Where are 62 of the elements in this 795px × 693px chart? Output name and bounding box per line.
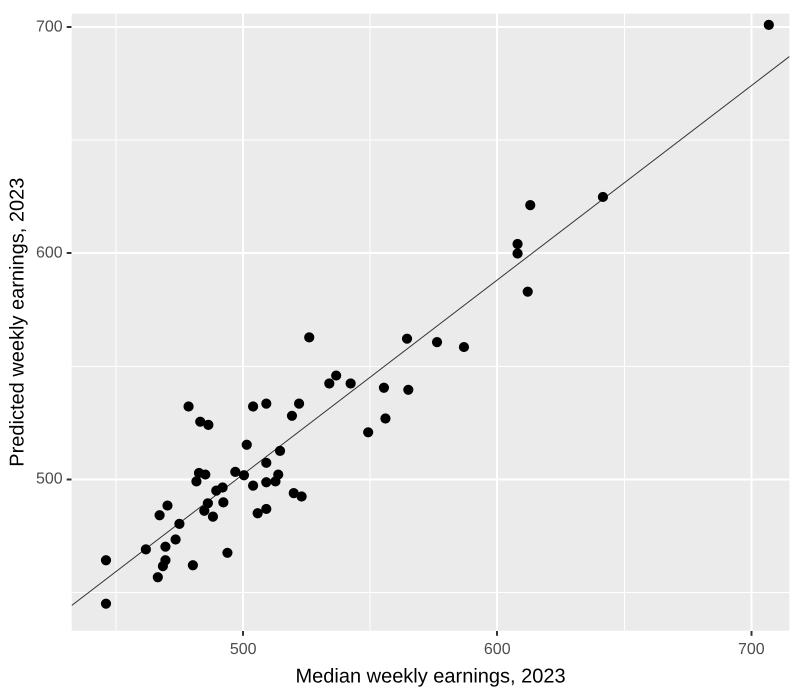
x-tick-label: 500 xyxy=(230,640,257,658)
point xyxy=(183,401,194,412)
point xyxy=(294,398,304,409)
point xyxy=(238,470,250,480)
point xyxy=(154,510,165,520)
point xyxy=(432,336,442,348)
point xyxy=(764,20,774,30)
point xyxy=(195,416,206,427)
point xyxy=(288,488,299,498)
point xyxy=(158,561,168,572)
point xyxy=(208,512,218,522)
x-axis-title: Median weekly earnings, 2023 xyxy=(295,666,566,688)
point xyxy=(242,440,252,450)
point xyxy=(211,486,222,496)
point xyxy=(222,548,233,558)
y-tick-label: 500 xyxy=(36,470,63,488)
x-tick-label: 600 xyxy=(484,640,511,658)
point xyxy=(261,458,272,468)
point xyxy=(512,238,523,250)
point xyxy=(598,192,608,202)
point xyxy=(100,555,112,566)
point xyxy=(380,413,391,424)
point xyxy=(248,401,258,412)
point xyxy=(525,200,536,210)
point xyxy=(191,476,202,486)
point xyxy=(261,398,272,409)
point xyxy=(378,382,390,393)
point xyxy=(170,534,181,545)
point xyxy=(286,410,298,421)
point xyxy=(346,378,356,389)
point xyxy=(403,384,414,395)
point xyxy=(218,497,228,508)
point xyxy=(261,477,272,488)
point xyxy=(261,504,272,514)
point xyxy=(160,542,171,552)
point xyxy=(522,286,533,297)
point xyxy=(324,378,334,389)
point xyxy=(199,506,210,516)
point xyxy=(270,476,281,486)
point xyxy=(331,370,342,381)
point xyxy=(296,491,307,502)
point xyxy=(188,560,198,570)
point xyxy=(200,469,210,480)
y-tick-label: 700 xyxy=(36,18,63,36)
point xyxy=(100,598,112,609)
point xyxy=(252,508,263,518)
point xyxy=(230,466,240,477)
point xyxy=(402,334,412,344)
point xyxy=(248,480,258,491)
y-axis-title: Predicted weekly earnings, 2023 xyxy=(6,178,29,467)
y-tick-label: 600 xyxy=(36,244,63,262)
point xyxy=(140,544,151,555)
point xyxy=(162,500,173,511)
x-tick-label: 700 xyxy=(738,640,765,658)
point xyxy=(512,248,523,259)
point xyxy=(304,332,314,342)
point xyxy=(458,342,470,352)
point xyxy=(203,420,214,430)
point xyxy=(363,427,374,438)
point xyxy=(152,572,163,582)
point xyxy=(174,518,185,529)
point xyxy=(274,446,286,456)
